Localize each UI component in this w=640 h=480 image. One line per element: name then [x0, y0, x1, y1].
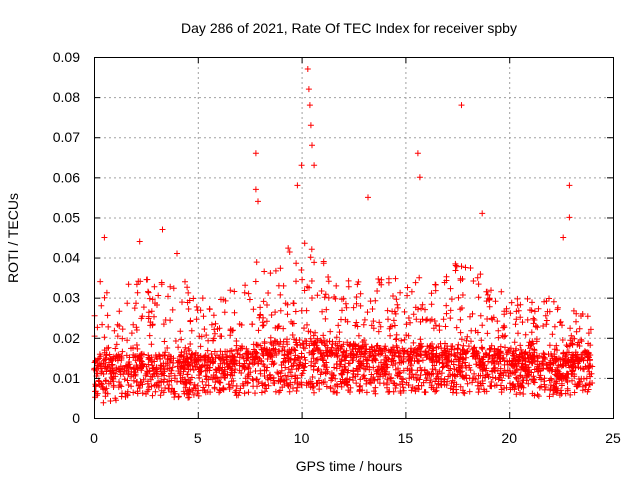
y-tick-label: 0.08	[53, 89, 80, 105]
x-tick-label: 0	[90, 430, 98, 446]
data-points	[91, 66, 596, 406]
x-tick-label: 15	[398, 430, 414, 446]
x-tick-label: 10	[294, 430, 310, 446]
y-tick-label: 0.06	[53, 169, 80, 185]
roti-points	[91, 66, 596, 406]
y-tick-labels: 0 0.01 0.02 0.03 0.04 0.05 0.06 0.07 0.08 0.09	[53, 49, 80, 426]
y-tick-label: 0.01	[53, 370, 80, 386]
x-tick-label: 5	[194, 430, 202, 446]
y-tick-label: 0	[72, 410, 80, 426]
x-tick-labels: 0 5 10 15 20 25	[90, 430, 621, 446]
y-tick-label: 0.07	[53, 129, 80, 145]
plot-frame	[94, 57, 614, 419]
y-tick-label: 0.05	[53, 209, 80, 225]
x-tick-label: 20	[501, 430, 517, 446]
y-tick-label: 0.02	[53, 330, 80, 346]
x-tick-label: 25	[605, 430, 621, 446]
axis-ticks	[94, 57, 614, 419]
y-tick-label: 0.09	[53, 49, 80, 65]
chart-title: Day 286 of 2021, Rate Of TEC Index for r…	[181, 20, 517, 36]
y-axis-label: ROTI / TECUs	[5, 193, 21, 283]
x-axis-label: GPS time / hours	[296, 458, 403, 474]
y-tick-label: 0.03	[53, 290, 80, 306]
y-tick-label: 0.04	[53, 250, 80, 266]
